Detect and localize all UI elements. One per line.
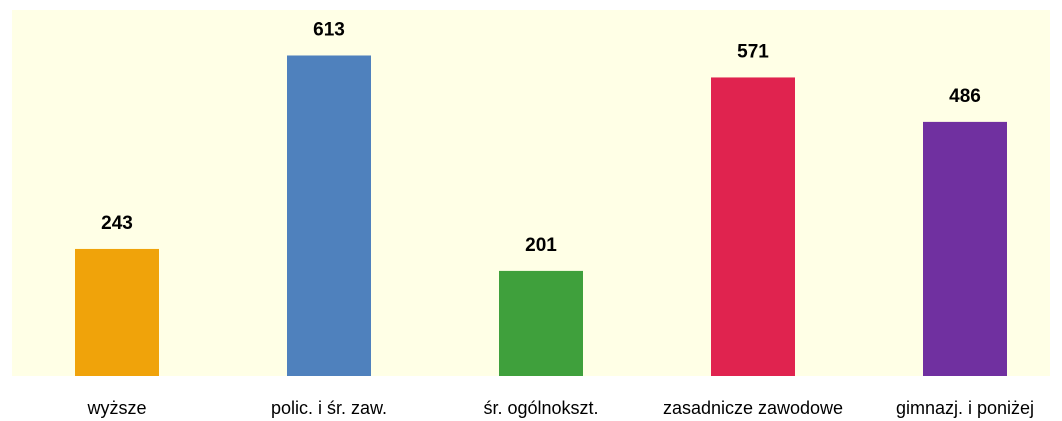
x-tick-label: polic. i śr. zaw. [271, 398, 387, 418]
x-tick-label: śr. ogólnokszt. [483, 398, 598, 418]
bar [711, 77, 795, 376]
bar [75, 248, 159, 376]
x-tick-label: gimnazj. i poniżej [896, 398, 1034, 418]
data-label: 613 [313, 20, 345, 41]
bar [923, 121, 1007, 377]
data-label: 571 [737, 41, 769, 62]
x-tick-label: zasadnicze zawodowe [663, 398, 843, 418]
bar [499, 270, 583, 376]
x-tick-label: wyższe [86, 398, 146, 418]
data-label: 486 [949, 86, 981, 107]
bar [287, 55, 371, 376]
data-label: 201 [525, 235, 557, 256]
data-label: 243 [101, 213, 133, 234]
